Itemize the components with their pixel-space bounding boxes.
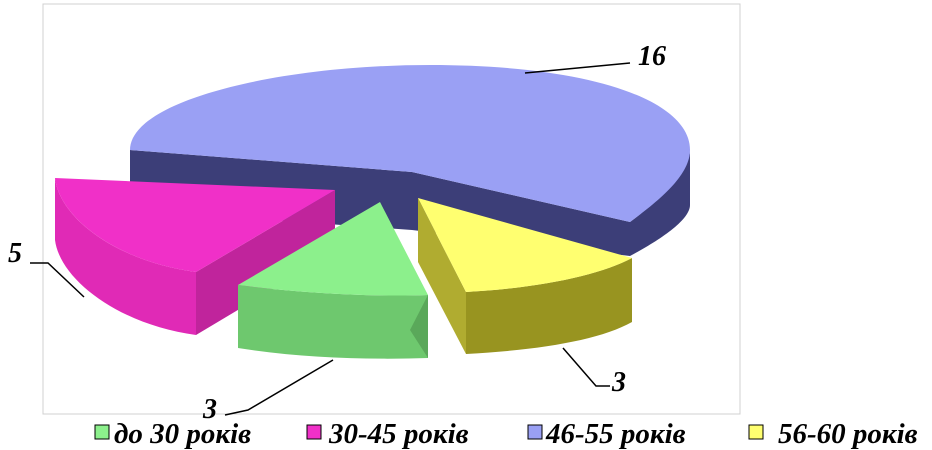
legend-swatch-30-45 [306, 424, 322, 440]
legend-item-30-45: 30-45 років [306, 418, 469, 450]
legend-item-46-55: 46-55 років [527, 418, 686, 450]
leader-line-56-60 [562, 347, 610, 387]
legend-label-do-30: до 30 років [114, 418, 251, 450]
plot-area-border [42, 3, 741, 415]
pie-slice-56-60-front [466, 258, 632, 354]
pie-slice-do-30-edge [410, 295, 428, 358]
pie-slice-30-45-top [55, 178, 335, 272]
leader-line-30-45 [30, 262, 85, 298]
data-label-do-30: 3 [202, 394, 217, 425]
legend-item-do-30: до 30 років [94, 418, 251, 450]
legend-label-56-60: 56-60 років [778, 418, 918, 450]
pie-slice-56-60 [418, 198, 632, 354]
legend-label-30-45: 30-45 років [328, 418, 469, 450]
legend-label-46-55: 46-55 років [545, 418, 686, 450]
legend-swatch-46-55 [527, 424, 543, 440]
legend-swatch-do-30 [94, 424, 110, 440]
pie-slice-56-60-side [418, 198, 466, 354]
pie-slice-do-30-top [238, 202, 428, 296]
legend-swatch-56-60 [748, 424, 764, 440]
legend-item-56-60: 56-60 років [748, 418, 918, 450]
pie-slice-30-45 [55, 178, 335, 335]
data-label-56-60: 3 [611, 367, 626, 398]
pie-slice-56-60-top [418, 198, 632, 292]
pie-slice-do-30 [238, 202, 428, 359]
pie-slice-30-45-side [196, 190, 335, 335]
legend: до 30 років 30-45 років 46-55 років 56-6… [94, 418, 918, 450]
pie-slice-do-30-front [238, 285, 428, 359]
leader-line-do-30 [224, 359, 334, 416]
leader-line-46-55 [524, 62, 631, 74]
pie-slice-30-45-rim [55, 178, 196, 335]
data-label-46-55: 16 [638, 41, 666, 72]
pie-slice-46-55-top [130, 65, 690, 222]
data-label-30-45: 5 [8, 238, 22, 269]
